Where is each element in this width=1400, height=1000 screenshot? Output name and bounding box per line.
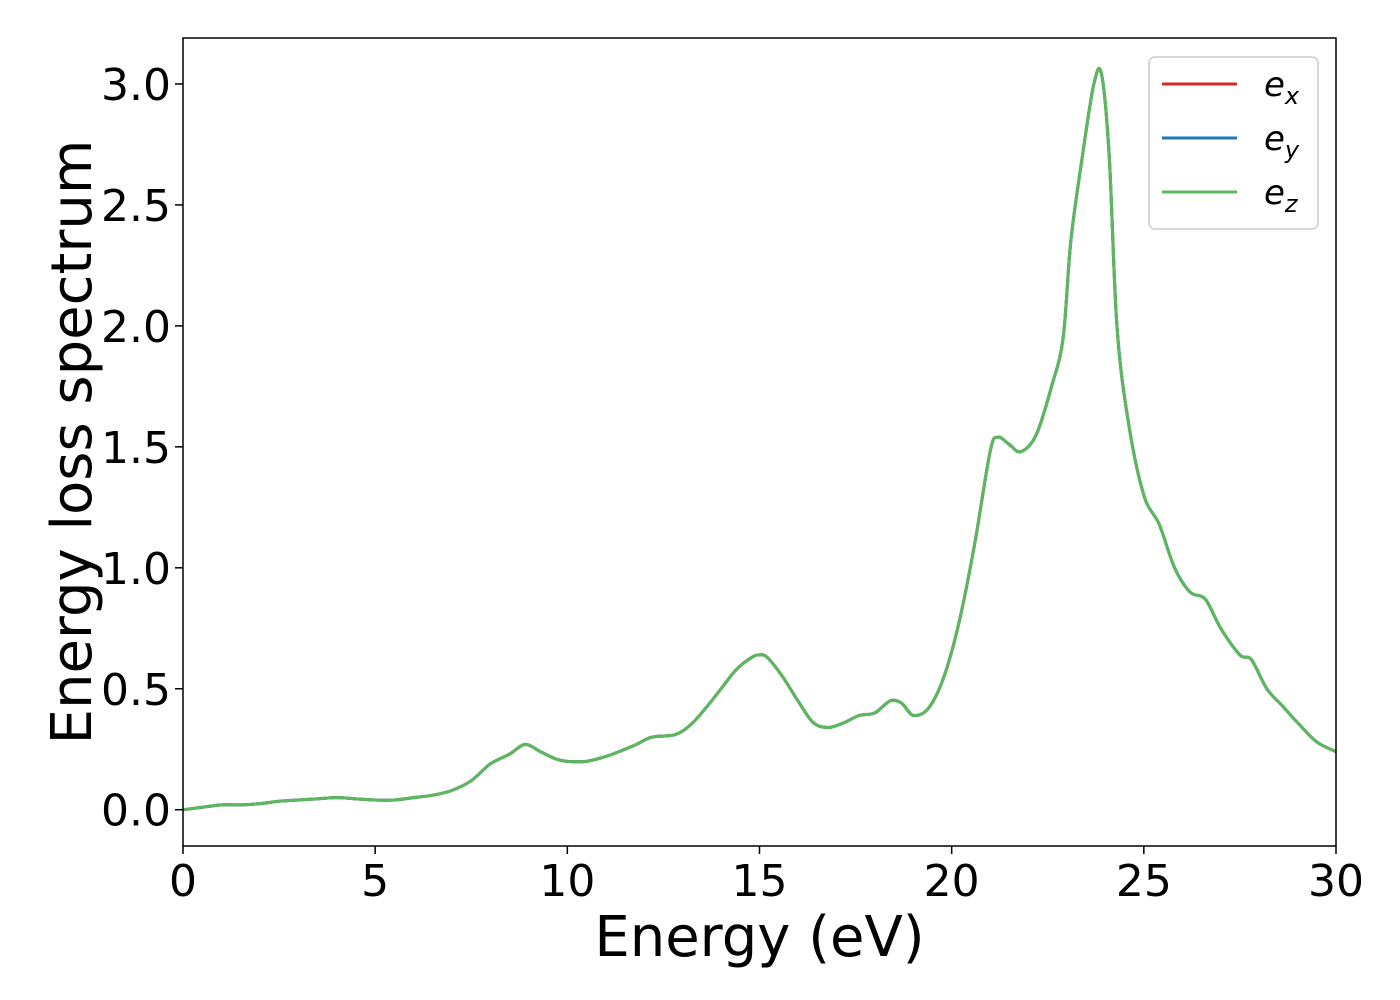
legend-box — [1148, 56, 1319, 230]
series-line-e-z — [183, 66, 1336, 812]
legend: ex ey ez — [1148, 56, 1319, 230]
x-tick-label: 30 — [1308, 856, 1364, 907]
x-tick-label: 0 — [169, 856, 197, 907]
plot-area — [182, 37, 1337, 847]
y-axis-ticks: 0.0 0.5 1.0 1.5 2.0 2.5 3.0 — [101, 60, 183, 837]
legend-label-e-z: ez — [1264, 173, 1299, 218]
y-tick-label: 2.0 — [101, 302, 171, 353]
x-axis-ticks: 0 5 10 15 20 25 30 — [169, 846, 1364, 907]
y-tick-label: 2.5 — [101, 181, 171, 232]
y-tick-label: 0.0 — [101, 786, 171, 837]
y-axis-label: Energy loss spectrum — [40, 140, 105, 745]
y-tick-label: 1.0 — [101, 544, 171, 595]
x-tick-label: 20 — [924, 856, 980, 907]
y-tick-label: 3.0 — [101, 60, 171, 111]
legend-label-e-y: ey — [1264, 119, 1300, 164]
y-tick-label: 0.5 — [101, 665, 171, 716]
x-tick-label: 15 — [732, 856, 788, 907]
x-tick-label: 5 — [361, 856, 389, 907]
x-axis-label: Energy (eV) — [594, 905, 924, 970]
x-tick-label: 10 — [539, 856, 595, 907]
legend-label-e-x: ex — [1264, 65, 1300, 110]
series-lines — [183, 66, 1336, 812]
x-tick-label: 25 — [1116, 856, 1172, 907]
y-tick-label: 1.5 — [101, 423, 171, 474]
